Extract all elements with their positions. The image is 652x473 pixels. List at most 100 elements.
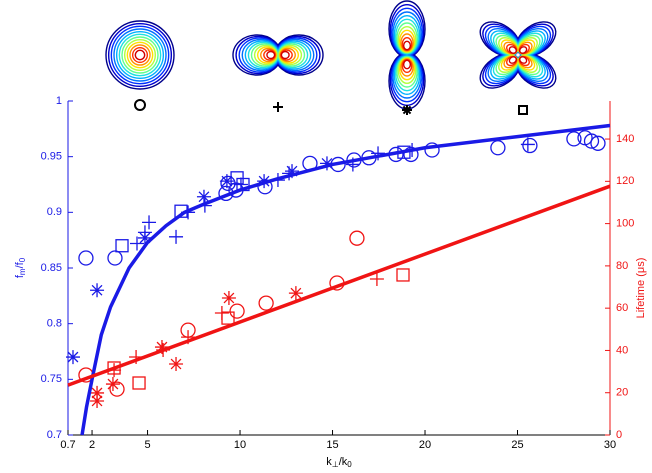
icon-contour — [402, 59, 412, 70]
y-tick-label: 0.8 — [47, 318, 62, 330]
y2-tick-label: 60 — [616, 302, 628, 314]
data-point — [90, 393, 105, 408]
icon-contour — [105, 20, 175, 90]
icon-contour — [115, 30, 165, 80]
icon-contour — [110, 25, 170, 85]
y2-tick-label: 0 — [616, 429, 622, 441]
data-point — [107, 361, 121, 375]
data-point — [349, 230, 365, 246]
x-tick-label: 20 — [419, 439, 431, 451]
data-point — [520, 137, 535, 152]
icon-contour — [123, 38, 157, 72]
data-point — [396, 268, 410, 282]
x-tick-label: 15 — [326, 439, 338, 451]
icon-contour — [121, 36, 159, 74]
legend-symbol — [518, 105, 528, 115]
icon-contour — [126, 41, 154, 69]
data-point — [288, 286, 303, 301]
icon-contour — [134, 49, 146, 61]
y2-tick-label: 80 — [616, 260, 628, 272]
y2-tick-label: 40 — [616, 344, 628, 356]
data-point — [566, 131, 582, 147]
y-tick-label: 0.7 — [47, 429, 62, 441]
x-tick-label: 30 — [604, 439, 616, 451]
data-point — [590, 135, 606, 151]
data-point — [154, 340, 169, 355]
y2-tick-label: 120 — [616, 175, 634, 187]
data-point — [522, 137, 538, 154]
icon-contour — [266, 50, 276, 60]
y-axis-label-part: 0 — [18, 257, 27, 262]
data-point — [90, 283, 105, 298]
x-tick-label: 5 — [144, 439, 150, 451]
icon-contour — [508, 46, 517, 54]
data-point — [424, 142, 440, 158]
data-point — [169, 356, 184, 371]
icon-contour — [244, 40, 280, 70]
y2-tick-label: 100 — [616, 218, 634, 230]
legend-symbol — [273, 102, 283, 112]
x-axis-label: k⊥/k0 — [326, 456, 352, 469]
y2-axis-label: Lifetime (μs) — [635, 258, 647, 319]
x-tick-label: 2 — [89, 439, 95, 451]
y-axis-label: fm/f0 — [14, 257, 27, 278]
x-tick-label: 0.7 — [60, 439, 75, 451]
x-tick-label: 25 — [511, 439, 523, 451]
icon-contour — [107, 22, 173, 88]
icon-contour — [129, 44, 151, 66]
data-point — [583, 133, 600, 149]
data-point — [78, 250, 94, 266]
icon-contour — [402, 40, 412, 51]
y-tick-label: 0.75 — [41, 373, 62, 385]
data-point — [105, 377, 120, 392]
data-point — [369, 271, 384, 286]
data-point — [115, 239, 129, 253]
icon-contour — [508, 56, 517, 64]
data-point — [142, 215, 157, 230]
data-point — [129, 236, 144, 251]
y-tick-label: 0.85 — [41, 262, 62, 274]
y-tick-label: 0.95 — [41, 151, 62, 163]
data-point — [319, 156, 334, 171]
x-axis-label-part: 0 — [347, 460, 352, 469]
data-point — [403, 146, 419, 163]
data-point — [90, 385, 105, 400]
y2-tick-label: 140 — [616, 133, 634, 145]
x-axis-label-part: /k — [339, 456, 348, 468]
data-point — [285, 164, 300, 179]
icon-contour — [519, 56, 528, 64]
data-point — [490, 140, 506, 156]
y-tick-label: 1 — [56, 95, 62, 107]
y-tick-label: 0.9 — [47, 206, 62, 218]
data-point — [219, 174, 234, 189]
data-point — [258, 295, 274, 311]
y-axis-label-part: m — [18, 268, 27, 275]
legend-symbol — [134, 99, 146, 111]
data-point — [107, 250, 123, 266]
data-point — [132, 376, 146, 390]
icon-contour — [519, 46, 528, 54]
icon-contour — [276, 40, 312, 70]
icon-contour — [113, 28, 167, 82]
data-point — [221, 291, 236, 306]
data-point — [109, 381, 125, 397]
y-axis-label-part: /f — [14, 261, 26, 268]
x-axis-label-part: ⊥ — [332, 460, 339, 469]
fit-line — [67, 184, 611, 387]
data-point — [221, 311, 235, 325]
data-point — [137, 230, 152, 245]
data-point — [65, 350, 80, 365]
y2-tick-label: 20 — [616, 387, 628, 399]
data-point — [229, 303, 245, 319]
x-tick-label: 10 — [234, 439, 246, 451]
x-axis-label-part: k — [326, 456, 332, 468]
fit-line — [80, 123, 611, 436]
icon-contour — [280, 50, 290, 60]
icon-contour — [131, 46, 149, 64]
icon-contour — [118, 33, 162, 77]
legend-symbol — [402, 105, 412, 115]
data-point — [196, 189, 211, 204]
y-axis-label-part: f — [14, 274, 26, 278]
data-point — [169, 229, 184, 244]
